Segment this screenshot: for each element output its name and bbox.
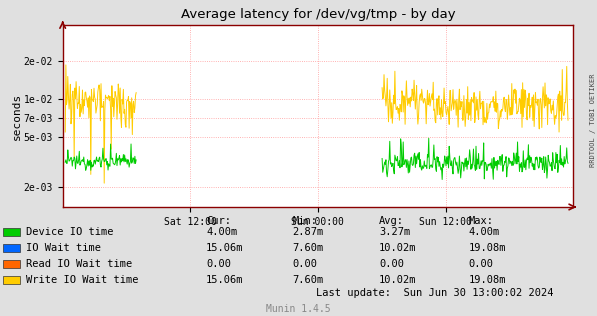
Text: Min:: Min: bbox=[293, 216, 318, 226]
Title: Average latency for /dev/vg/tmp - by day: Average latency for /dev/vg/tmp - by day bbox=[180, 8, 456, 21]
Text: 0.00: 0.00 bbox=[379, 259, 404, 269]
Text: 15.06m: 15.06m bbox=[206, 243, 244, 253]
Text: Last update:  Sun Jun 30 13:00:02 2024: Last update: Sun Jun 30 13:00:02 2024 bbox=[316, 288, 554, 298]
Text: 0.00: 0.00 bbox=[469, 259, 494, 269]
Text: Max:: Max: bbox=[469, 216, 494, 226]
Text: Device IO time: Device IO time bbox=[26, 227, 113, 237]
Text: IO Wait time: IO Wait time bbox=[26, 243, 101, 253]
Text: 3.27m: 3.27m bbox=[379, 227, 410, 237]
Text: 7.60m: 7.60m bbox=[293, 275, 324, 285]
Text: 10.02m: 10.02m bbox=[379, 275, 417, 285]
Text: 10.02m: 10.02m bbox=[379, 243, 417, 253]
Text: 0.00: 0.00 bbox=[206, 259, 231, 269]
Text: Write IO Wait time: Write IO Wait time bbox=[26, 275, 138, 285]
Text: 19.08m: 19.08m bbox=[469, 243, 506, 253]
Text: 4.00m: 4.00m bbox=[206, 227, 237, 237]
Text: 7.60m: 7.60m bbox=[293, 243, 324, 253]
Text: 2.87m: 2.87m bbox=[293, 227, 324, 237]
Text: 19.08m: 19.08m bbox=[469, 275, 506, 285]
Text: 4.00m: 4.00m bbox=[469, 227, 500, 237]
Text: RRDTOOL / TOBI OETIKER: RRDTOOL / TOBI OETIKER bbox=[590, 73, 596, 167]
Text: Munin 1.4.5: Munin 1.4.5 bbox=[266, 304, 331, 314]
Text: 0.00: 0.00 bbox=[293, 259, 318, 269]
Text: Cur:: Cur: bbox=[206, 216, 231, 226]
Text: 15.06m: 15.06m bbox=[206, 275, 244, 285]
Text: Read IO Wait time: Read IO Wait time bbox=[26, 259, 132, 269]
Y-axis label: seconds: seconds bbox=[12, 93, 22, 140]
Text: Avg:: Avg: bbox=[379, 216, 404, 226]
